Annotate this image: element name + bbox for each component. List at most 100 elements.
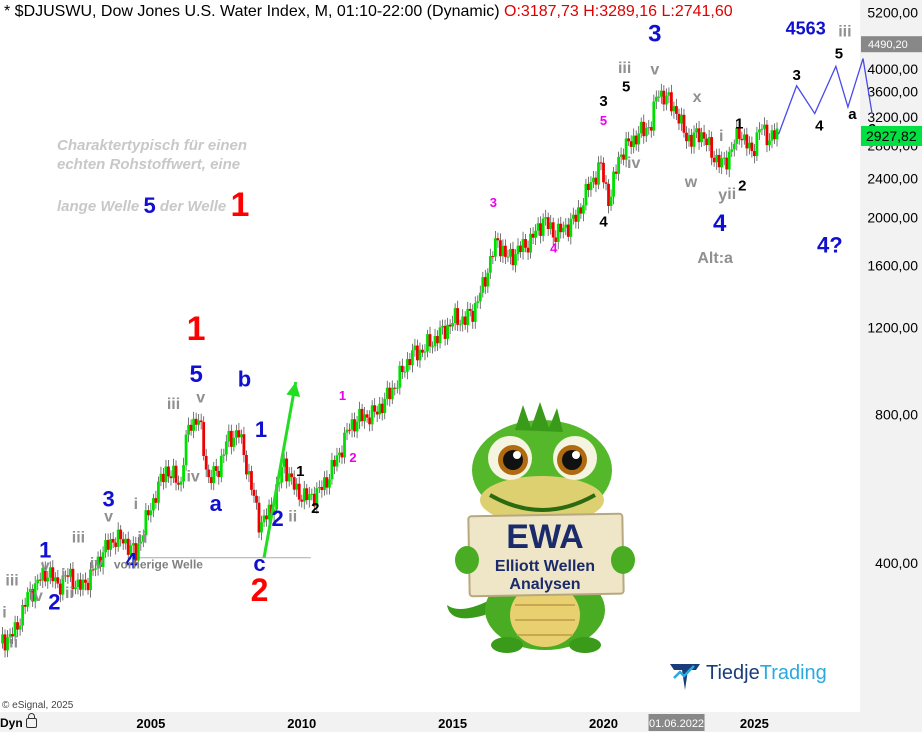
- candle-body: [647, 127, 651, 129]
- candle-body: [8, 634, 12, 638]
- x-tick-label: 2010: [287, 716, 316, 731]
- candle-body: [134, 543, 138, 561]
- wave-label: 2: [271, 506, 283, 531]
- wave-label: i: [719, 128, 723, 145]
- x-tick-label: 2015: [438, 716, 467, 731]
- wave-label: 2: [738, 178, 746, 195]
- candle-body: [280, 466, 284, 483]
- candle-body: [491, 256, 495, 258]
- candle-body: [76, 579, 80, 588]
- candle-body: [104, 540, 108, 553]
- candle-body: [602, 162, 605, 183]
- marker-label: 4490,20: [868, 39, 908, 51]
- candle-body: [212, 466, 216, 484]
- candle-body: [126, 538, 130, 555]
- candle-body: [740, 138, 744, 141]
- candle-body: [317, 486, 321, 489]
- candle-body: [343, 432, 346, 458]
- candle-body: [277, 482, 281, 485]
- candle-body: [41, 567, 45, 581]
- candle-body: [58, 583, 62, 595]
- candle-body: [551, 222, 555, 238]
- candle-body: [579, 207, 583, 214]
- candle-body: [94, 568, 97, 570]
- candle-body: [23, 604, 27, 607]
- dyn-label: Dyn: [0, 713, 38, 730]
- candle-body: [587, 183, 590, 191]
- candle-body: [672, 106, 676, 112]
- candle-body: [524, 239, 527, 248]
- candle-body: [501, 245, 505, 257]
- last-price-label: 2927,82: [866, 128, 917, 144]
- candle-body: [760, 128, 764, 130]
- candle-body: [33, 583, 37, 602]
- x-tick-label: 2020: [589, 716, 618, 731]
- candle-body: [71, 568, 75, 590]
- candle-body: [581, 205, 585, 214]
- candle-body: [416, 345, 419, 361]
- wave-label: iii: [72, 530, 85, 547]
- wave-label: 5: [622, 79, 630, 96]
- wave-label: 4: [599, 213, 608, 230]
- candle-body: [129, 545, 133, 555]
- candle-body: [561, 227, 565, 233]
- candle-body: [204, 455, 208, 470]
- candle-body: [151, 498, 155, 511]
- price-axis[interactable]: [860, 0, 922, 712]
- candle-body: [159, 473, 163, 482]
- candle-body: [571, 214, 575, 219]
- candle-body: [333, 460, 336, 467]
- candle-body: [405, 359, 409, 372]
- candle-body: [717, 154, 721, 168]
- y-tick-label: 2000,00: [867, 210, 918, 226]
- candle-body: [189, 424, 193, 431]
- candle-body: [433, 336, 437, 347]
- wave-label: i: [2, 605, 6, 622]
- candle-body: [481, 277, 485, 293]
- candle-body: [725, 157, 729, 170]
- candle-body: [549, 222, 553, 230]
- candle-body: [428, 334, 432, 347]
- candle-body: [400, 365, 404, 372]
- candle-body: [478, 292, 482, 302]
- crosshair-date-label: 01.06.2022: [649, 718, 704, 730]
- candle-body: [139, 541, 143, 544]
- candle-body: [473, 302, 477, 322]
- wave-label: v: [196, 390, 205, 407]
- candle-body: [290, 473, 294, 478]
- candle-body: [461, 316, 465, 325]
- candle-body: [375, 411, 379, 415]
- candle-body: [109, 538, 113, 550]
- candle-body: [234, 430, 238, 438]
- wave-label: 4: [550, 241, 558, 256]
- candle-body: [106, 540, 110, 550]
- wave-label: a: [210, 491, 223, 516]
- candle-body: [702, 132, 706, 139]
- wave-label: 1: [339, 388, 346, 403]
- candle-body: [340, 452, 344, 458]
- candle-body: [695, 128, 698, 133]
- candle-body: [56, 577, 60, 584]
- candle-body: [617, 156, 620, 174]
- candle-body: [521, 239, 525, 253]
- candle-body: [604, 182, 608, 184]
- candle-body: [649, 127, 653, 131]
- logo-text-trading: Trading: [759, 662, 827, 684]
- last-price-box: [861, 125, 922, 146]
- candle-body: [237, 430, 241, 438]
- wave-label: 1: [255, 417, 267, 442]
- candle-body: [287, 473, 291, 482]
- wave-label: v: [650, 61, 659, 78]
- y-tick-label: 1200,00: [867, 319, 918, 335]
- candle-body: [403, 371, 407, 373]
- candle-body: [285, 458, 289, 482]
- candle-body: [443, 325, 447, 339]
- candle-body: [338, 452, 341, 456]
- y-tick-label: 5200,00: [867, 5, 918, 21]
- candle-body: [752, 151, 756, 157]
- wave-label: i: [61, 567, 65, 584]
- wave-label: iii: [838, 24, 851, 41]
- candle-body: [179, 481, 183, 485]
- candle-body: [448, 324, 452, 327]
- candle-body: [21, 604, 25, 626]
